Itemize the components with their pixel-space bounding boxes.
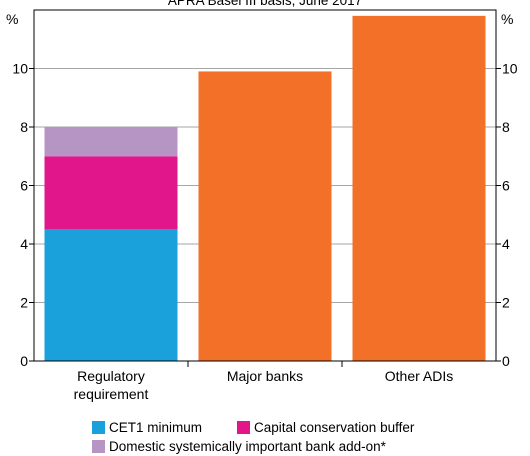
x-tick-label: Regulatory: [77, 368, 145, 384]
y-axis-left: 0 2 4 6 8 10%: [6, 11, 34, 369]
y-tick-label: 4: [20, 236, 28, 252]
bar-segment: [352, 15, 486, 361]
legend-swatch-cet1: [92, 421, 105, 434]
y-tick-label: 0: [502, 353, 510, 369]
legend-item-dsib: Domestic systemically important bank add…: [92, 439, 386, 454]
y-tick-label: 6: [502, 178, 510, 194]
y-tick-label: 8: [502, 119, 510, 135]
y-tick-label: 10: [12, 61, 28, 77]
y-tick-label: 2: [502, 295, 510, 311]
y-tick-label: 10: [502, 61, 518, 77]
y-tick-label: 6: [20, 178, 28, 194]
bar-segment: [44, 156, 178, 230]
legend-swatch-buffer: [237, 421, 250, 434]
y-tick-label: 2: [20, 295, 28, 311]
legend-label-cet1: CET1 minimum: [109, 420, 203, 435]
x-tick-label: requirement: [74, 386, 149, 402]
bar-segment: [44, 127, 178, 157]
y-axis-right: 0 2 4 6 8 10%: [496, 11, 518, 369]
legend-item-cet1: CET1 minimum: [92, 420, 202, 435]
x-axis: Regulatory requirement Major banks Other AD…: [74, 361, 453, 402]
legend-label-dsib: Domestic systemically important bank add…: [109, 439, 386, 454]
legend-label-buffer: Capital conservation buffer: [254, 420, 415, 435]
legend-item-buffer: Capital conservation buffer: [237, 420, 414, 435]
y-tick-label: 0: [20, 353, 28, 369]
y-tick-label: 4: [502, 236, 510, 252]
chart-subtitle: APRA Basel III basis, June 2017: [168, 0, 362, 8]
y-tick-label: 8: [20, 119, 28, 135]
bars: [44, 15, 486, 362]
y-unit-label-right: %: [501, 11, 513, 27]
y-unit-label-left: %: [6, 11, 18, 27]
legend-swatch-dsib: [92, 440, 105, 453]
bar-segment: [44, 229, 178, 361]
x-tick-label: Major banks: [227, 368, 303, 384]
bar-segment: [198, 71, 332, 362]
x-tick-label: Other ADIs: [385, 368, 453, 384]
